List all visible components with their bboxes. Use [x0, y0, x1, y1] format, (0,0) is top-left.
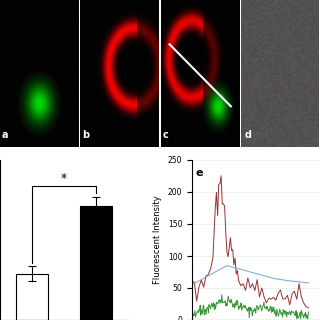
Text: e: e — [196, 168, 203, 178]
Text: d: d — [245, 130, 252, 140]
Y-axis label: Fluorescent Intensity: Fluorescent Intensity — [153, 196, 162, 284]
Bar — [80, 206, 112, 320]
Bar — [16, 274, 48, 320]
Text: a: a — [2, 130, 8, 140]
Text: b: b — [82, 130, 90, 140]
Text: c: c — [163, 130, 168, 140]
Text: *: * — [61, 172, 67, 185]
